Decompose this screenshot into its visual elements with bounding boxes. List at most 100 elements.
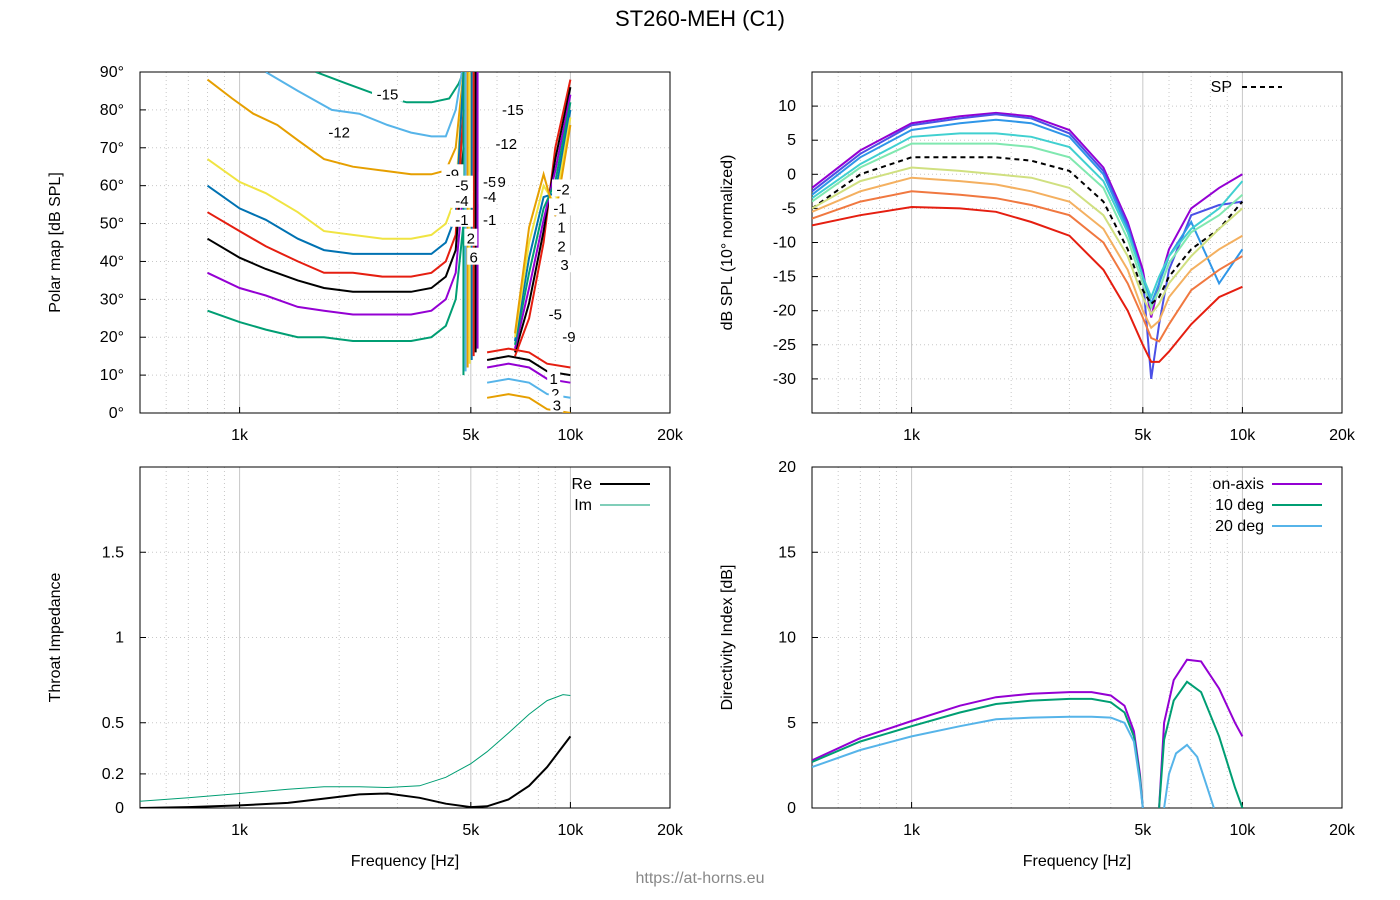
contour-label-bg (464, 228, 478, 246)
impedance-panel: 1k 5k 10k 20k 0 0.2 0.5 1 1.5 Frequency [Hz] Throa… (47, 466, 684, 870)
contour-label: 2 (551, 386, 559, 403)
y-tick-label: 40° (100, 253, 124, 270)
contour-label: -12 (328, 125, 350, 142)
contour-label-bg (552, 179, 575, 197)
y-tick-label: -30 (773, 371, 796, 388)
contour-label-bg (478, 171, 501, 189)
contour-label-bg (555, 217, 569, 235)
spl-plot-area (812, 111, 1244, 380)
y-tick-label: -15 (773, 269, 796, 286)
contour-label: -15 (502, 102, 524, 119)
y-tick-label: 10 (778, 98, 796, 115)
x-tick-label: 10k (558, 822, 585, 839)
contour-label-bg (467, 247, 481, 265)
contour-label-bg (550, 395, 564, 413)
y-tick-label: 0 (787, 800, 796, 817)
legend-label-sp: SP (1211, 79, 1232, 96)
y-tick-label: 1 (115, 630, 124, 647)
x-tick-label: 1k (903, 822, 921, 839)
directivity-panel: 1k 5k 10k 20k 0 5 10 15 20 Frequency [Hz] Directiv… (719, 459, 1356, 870)
y-tick-label: 5 (787, 715, 796, 732)
contour-label: -5 (549, 306, 562, 323)
y-tick-label: 70° (100, 140, 124, 157)
contour-right (514, 94, 572, 349)
y-tick-label: 10° (100, 367, 124, 384)
y-tick-label: 10 (778, 630, 796, 647)
contour-label: -4 (455, 193, 468, 210)
contour-label: -1 (455, 212, 468, 229)
polar-plot-area: -15-12-9-5-4-126-15-12-5-4-19 -2-1123-5-9… (206, 72, 580, 414)
series-SP (812, 156, 1244, 306)
y-tick-label: -10 (773, 235, 796, 252)
series-Re (140, 735, 572, 808)
series-10 deg (1158, 680, 1244, 808)
contour-label: -2 (556, 181, 569, 198)
contour-right (514, 79, 572, 357)
series-70° (812, 190, 1243, 343)
x-tick-label: 10k (1230, 427, 1257, 444)
series-on-axis (1158, 658, 1244, 808)
y-tick-label: 0 (115, 800, 124, 817)
series-10 deg (812, 697, 1144, 808)
contour-label: -4 (483, 189, 496, 206)
series-50° (812, 166, 1244, 316)
contour-right (514, 109, 572, 342)
legend-label: Re (572, 476, 593, 493)
polar-panel: 1k 5k 10k 20k 0° 10° 20° 30° 40° 50° 60° 70° 80° 90° P… (47, 64, 684, 444)
x-tick-label: 5k (462, 427, 480, 444)
contour-label: 2 (467, 231, 475, 248)
contour-right (514, 86, 572, 353)
contour-label: 1 (557, 219, 565, 236)
legend-label: Im (574, 497, 592, 514)
legend-label: 20 deg (1215, 518, 1264, 535)
contour-label: 2 (557, 238, 565, 255)
contour-label: 3 (560, 257, 568, 274)
contour--15 (315, 72, 465, 104)
x-tick-label: 1k (231, 427, 249, 444)
y-tick-label: 90° (100, 64, 124, 81)
y-tick-label: 20 (778, 459, 796, 476)
y-axis-label: Directivity Index [dB] (719, 565, 736, 711)
y-axis-label: Polar map [dB SPL] (47, 172, 64, 313)
impedance-plot-area (140, 694, 572, 808)
x-tick-label: 5k (1134, 822, 1152, 839)
series-20 deg (1163, 743, 1215, 808)
contour-label-bg (548, 198, 571, 216)
contour-right (514, 102, 572, 345)
series-40° (812, 142, 1244, 310)
y-tick-label: -5 (782, 200, 796, 217)
contour--3 (206, 147, 465, 293)
contour-label: 3 (553, 397, 561, 414)
contour-label-bg (478, 187, 501, 205)
contour-label: 6 (469, 250, 477, 267)
y-tick-label: 5 (787, 132, 796, 149)
y-tick-label: 15 (778, 544, 796, 561)
contour-label-bg (323, 122, 355, 140)
footer-url[interactable]: https://at-horns.eu (635, 870, 765, 887)
contour-label: -1 (483, 212, 496, 229)
y-tick-label: 80° (100, 102, 124, 119)
contour-label: -5 (455, 178, 468, 195)
x-tick-label: 20k (657, 427, 684, 444)
contour-label: -1 (553, 200, 566, 217)
contour-label-bg (478, 209, 501, 227)
legend-label: 10 deg (1215, 497, 1264, 514)
contour-label-bg (558, 255, 572, 273)
contour-label: -9 (562, 329, 575, 346)
contour-label-bg (450, 175, 473, 193)
y-tick-label: 60° (100, 178, 124, 195)
contour--1 (207, 223, 465, 342)
contour-label-bg (490, 133, 522, 151)
contour-label-bg (557, 327, 580, 345)
contour-label: -15 (377, 87, 399, 104)
directivity-plot-area (812, 658, 1244, 808)
legend-label: on-axis (1212, 476, 1264, 493)
figure-title: ST260-MEH (C1) (615, 6, 785, 31)
contour-label-bg (547, 368, 561, 386)
y-axis-label: Throat Impedance (47, 572, 64, 702)
x-tick-label: 20k (1329, 822, 1356, 839)
x-tick-label: 5k (1134, 427, 1152, 444)
series-20 deg (812, 715, 1144, 808)
y-tick-label: 0.2 (102, 766, 124, 783)
